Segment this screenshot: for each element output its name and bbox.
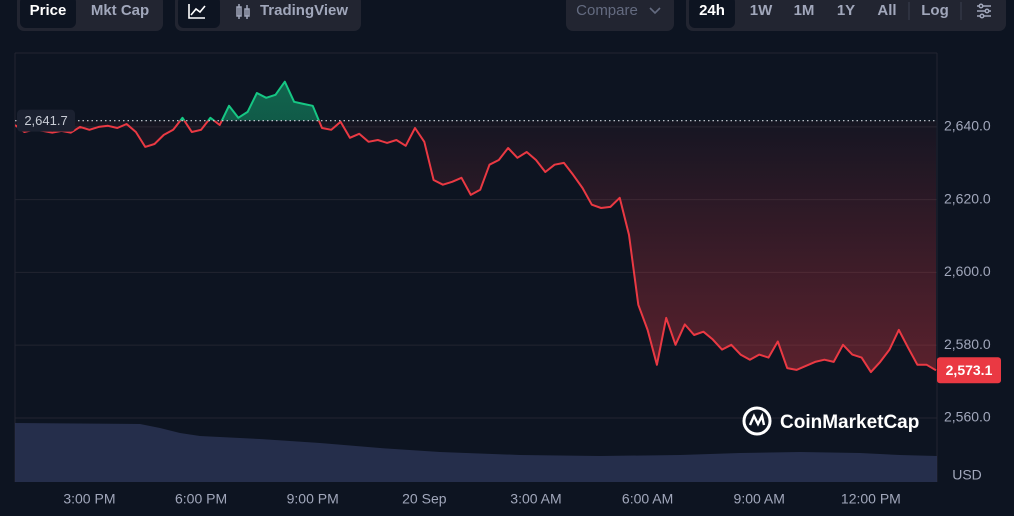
y-tick-label: 2,560.0 bbox=[944, 409, 991, 425]
y-tick-label: 2,600.0 bbox=[944, 263, 991, 279]
logo bbox=[742, 406, 772, 436]
volume-area bbox=[15, 423, 937, 482]
line-icon bbox=[188, 4, 206, 19]
y-tick-label: 2,640.0 bbox=[944, 118, 991, 134]
y-tick-label: 2,580.0 bbox=[944, 336, 991, 352]
candle-icon bbox=[236, 4, 250, 19]
x-tick-label: 3:00 AM bbox=[510, 491, 561, 507]
area-fill-below bbox=[15, 120, 936, 373]
baseline-label-bg bbox=[17, 109, 75, 132]
settings-icon[interactable] bbox=[977, 3, 991, 19]
last-price-badge bbox=[937, 357, 1001, 384]
x-tick-label: 3:00 PM bbox=[63, 491, 115, 507]
y-tick-label: 2,620.0 bbox=[944, 190, 991, 206]
range-group bbox=[686, 0, 1006, 31]
x-tick-label: 6:00 AM bbox=[622, 491, 673, 507]
log-button[interactable]: Log bbox=[921, 2, 949, 19]
plot: 2,641.7 2,573.1 bbox=[15, 80, 1001, 384]
logo-mark bbox=[748, 412, 766, 427]
tool-group bbox=[175, 0, 361, 31]
x-tick-label: 9:00 PM bbox=[287, 491, 339, 507]
x-tick-label: 9:00 AM bbox=[734, 491, 785, 507]
x-tick-label: 20 Sep bbox=[402, 491, 447, 507]
baseline-label: 2,641.7 bbox=[24, 113, 67, 128]
toolbar: Price Mkt Cap TradingView Compare 24h 1W… bbox=[17, 0, 1006, 31]
compare-button[interactable]: Compare bbox=[576, 2, 638, 19]
x-tick-label: 6:00 PM bbox=[175, 491, 227, 507]
tab[interactable]: Price bbox=[30, 2, 67, 19]
range-active-bg bbox=[689, 0, 735, 28]
range-button[interactable]: 24h bbox=[699, 2, 725, 19]
watermark: CoinMarketCap bbox=[742, 406, 919, 436]
range-button[interactable]: 1Y bbox=[837, 2, 855, 19]
y-unit: USD bbox=[952, 467, 982, 483]
x-tick-label: 12:00 PM bbox=[841, 491, 901, 507]
tab[interactable]: Mkt Cap bbox=[91, 2, 149, 19]
tradingview-button[interactable]: TradingView bbox=[260, 2, 348, 19]
tab-active-bg bbox=[20, 0, 76, 28]
range-button[interactable]: All bbox=[877, 2, 896, 19]
last-price-label: 2,573.1 bbox=[946, 362, 993, 378]
range-button[interactable]: 1M bbox=[794, 2, 815, 19]
watermark-text: CoinMarketCap bbox=[780, 412, 919, 433]
compare-box bbox=[566, 0, 674, 31]
line-tool[interactable] bbox=[178, 0, 220, 28]
chevron bbox=[649, 7, 661, 15]
range-button[interactable]: 1W bbox=[750, 2, 773, 19]
price-line-below bbox=[15, 120, 937, 374]
